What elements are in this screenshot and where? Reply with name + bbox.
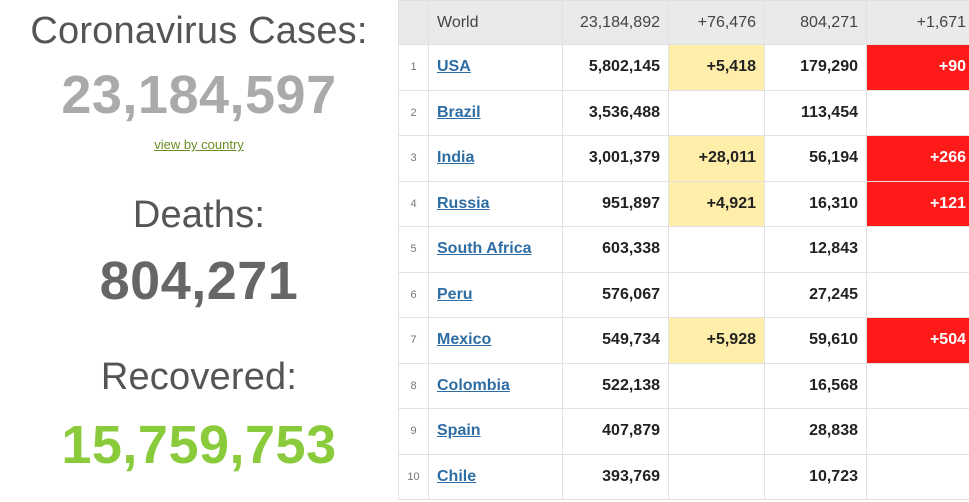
country-link[interactable]: Russia — [437, 194, 490, 212]
deaths-value: 804,271 — [99, 251, 299, 311]
country-cell: Brazil — [428, 89, 563, 136]
table-row: 3 India 3,001,379 +28,011 56,194 +266 — [398, 135, 969, 182]
table-row: 7 Mexico 549,734 +5,928 59,610 +504 — [398, 317, 969, 364]
total-cases-cell: 951,897 — [562, 180, 669, 227]
total-cases-cell: 3,001,379 — [562, 135, 669, 182]
rank-cell: 4 — [398, 180, 429, 227]
new-cases-cell — [668, 226, 765, 273]
country-table: World 23,184,892 +76,476 804,271 +1,671 … — [398, 0, 969, 500]
total-cases-cell: 603,338 — [562, 226, 669, 273]
country-cell: USA — [428, 44, 563, 91]
country-table-container: World 23,184,892 +76,476 804,271 +1,671 … — [398, 0, 969, 502]
table-row: 4 Russia 951,897 +4,921 16,310 +121 — [398, 180, 969, 227]
table-row: 9 Spain 407,879 28,838 — [398, 408, 969, 455]
country-link[interactable]: Brazil — [437, 103, 481, 121]
total-deaths-cell: 113,454 — [764, 89, 867, 136]
cases-value: 23,184,597 — [61, 65, 337, 125]
total-deaths-cell: 28,838 — [764, 408, 867, 455]
view-by-country-link[interactable]: view by country — [154, 137, 244, 152]
cases-label: Coronavirus Cases: — [30, 10, 368, 52]
new-deaths-cell — [866, 89, 969, 136]
rank-cell: 2 — [398, 89, 429, 136]
new-cases-cell — [668, 408, 765, 455]
new-deaths-cell: +90 — [866, 44, 969, 91]
rank-cell: 1 — [398, 44, 429, 91]
rank-cell: 6 — [398, 271, 429, 318]
table-row: 6 Peru 576,067 27,245 — [398, 271, 969, 318]
deaths-label: Deaths: — [132, 194, 266, 236]
total-cases-cell: 3,536,488 — [562, 89, 669, 136]
table-row: 5 South Africa 603,338 12,843 — [398, 226, 969, 273]
country-cell: Russia — [428, 180, 563, 227]
total-deaths-cell: 179,290 — [764, 44, 867, 91]
world-total-cases: 23,184,892 — [562, 0, 669, 45]
total-deaths-cell: 56,194 — [764, 135, 867, 182]
recovered-label: Recovered: — [100, 356, 298, 398]
new-deaths-cell — [866, 362, 969, 409]
summary-panel: Coronavirus Cases: 23,184,597 view by co… — [0, 0, 398, 502]
country-cell: Peru — [428, 271, 563, 318]
country-link[interactable]: Peru — [437, 285, 473, 303]
new-deaths-cell — [866, 271, 969, 318]
country-cell: Spain — [428, 408, 563, 455]
country-link[interactable]: Colombia — [437, 376, 510, 394]
total-deaths-cell: 12,843 — [764, 226, 867, 273]
new-deaths-cell: +504 — [866, 317, 969, 364]
total-deaths-cell: 59,610 — [764, 317, 867, 364]
country-link[interactable]: Mexico — [437, 331, 492, 349]
new-deaths-cell — [866, 453, 969, 500]
new-cases-cell — [668, 271, 765, 318]
total-cases-cell: 5,802,145 — [562, 44, 669, 91]
total-deaths-cell: 16,568 — [764, 362, 867, 409]
new-deaths-cell — [866, 226, 969, 273]
table-row: 10 Chile 393,769 10,723 — [398, 453, 969, 500]
total-cases-cell: 407,879 — [562, 408, 669, 455]
total-cases-cell: 576,067 — [562, 271, 669, 318]
new-cases-cell — [668, 453, 765, 500]
world-new-deaths: +1,671 — [866, 0, 969, 45]
new-cases-cell: +28,011 — [668, 135, 765, 182]
rank-cell: 3 — [398, 135, 429, 182]
total-cases-cell: 522,138 — [562, 362, 669, 409]
new-deaths-cell — [866, 408, 969, 455]
new-cases-cell: +5,928 — [668, 317, 765, 364]
world-row: World 23,184,892 +76,476 804,271 +1,671 — [398, 0, 969, 45]
country-link[interactable]: India — [437, 149, 475, 167]
world-total-deaths: 804,271 — [764, 0, 867, 45]
rank-cell: 8 — [398, 362, 429, 409]
total-deaths-cell: 27,245 — [764, 271, 867, 318]
rank-cell: 7 — [398, 317, 429, 364]
country-link[interactable]: South Africa — [437, 240, 532, 258]
new-cases-cell: +5,418 — [668, 44, 765, 91]
rank-cell: 10 — [398, 453, 429, 500]
country-cell: Colombia — [428, 362, 563, 409]
table-row: 2 Brazil 3,536,488 113,454 — [398, 89, 969, 136]
new-deaths-cell: +266 — [866, 135, 969, 182]
total-cases-cell: 393,769 — [562, 453, 669, 500]
country-link[interactable]: Chile — [437, 467, 477, 485]
rank-cell — [398, 0, 429, 45]
country-cell: South Africa — [428, 226, 563, 273]
table-row: 8 Colombia 522,138 16,568 — [398, 362, 969, 409]
country-cell: India — [428, 135, 563, 182]
world-label: World — [428, 0, 563, 45]
world-new-cases: +76,476 — [668, 0, 765, 45]
country-cell: Chile — [428, 453, 563, 500]
rank-cell: 5 — [398, 226, 429, 273]
total-deaths-cell: 10,723 — [764, 453, 867, 500]
total-deaths-cell: 16,310 — [764, 180, 867, 227]
country-link[interactable]: Spain — [437, 422, 481, 440]
country-link[interactable]: USA — [437, 58, 471, 76]
table-row: 1 USA 5,802,145 +5,418 179,290 +90 — [398, 44, 969, 91]
total-cases-cell: 549,734 — [562, 317, 669, 364]
new-cases-cell — [668, 362, 765, 409]
new-cases-cell — [668, 89, 765, 136]
recovered-value: 15,759,753 — [61, 415, 337, 475]
new-cases-cell: +4,921 — [668, 180, 765, 227]
new-deaths-cell: +121 — [866, 180, 969, 227]
country-cell: Mexico — [428, 317, 563, 364]
rank-cell: 9 — [398, 408, 429, 455]
